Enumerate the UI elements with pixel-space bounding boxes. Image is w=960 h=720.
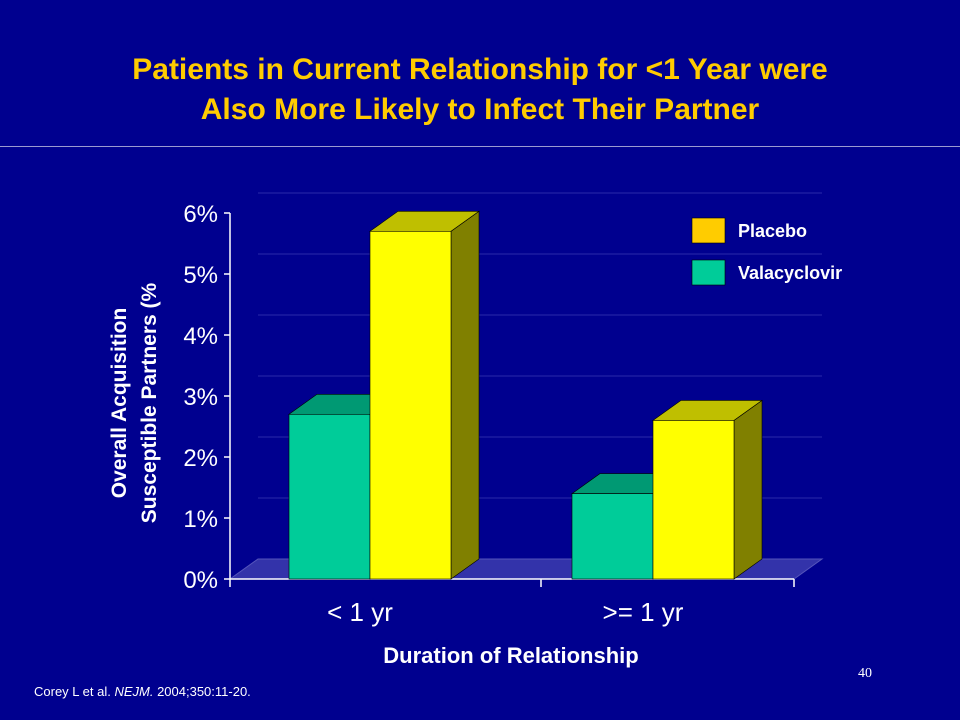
bar-valacyclovir-2 (571, 493, 654, 580)
y-tick-label: 0% (183, 567, 218, 594)
bar-side (450, 210, 480, 580)
title-line-1: Patients in Current Relationship for <1 … (132, 53, 828, 86)
citation-details: 2004;350:11-20. (153, 684, 251, 699)
bar-placebo-2 (652, 420, 735, 580)
legend-label-placebo: Placebo (738, 221, 807, 241)
title-divider (0, 146, 960, 147)
page-number: 40 (858, 666, 872, 681)
legend-swatch-valacyclovir (691, 259, 726, 286)
y-axis-title-line-1: Overall Acquisition (108, 308, 131, 499)
legend-swatch-placebo (691, 217, 726, 244)
y-tick-label: 2% (183, 445, 218, 472)
y-tick-label: 1% (183, 506, 218, 533)
citation: Corey L et al. NEJM. 2004;350:11-20. (34, 684, 251, 699)
bar-side (733, 399, 763, 580)
bar-placebo-1 (369, 231, 452, 580)
y-tick-label: 5% (183, 262, 218, 289)
legend-label-valacyclovir: Valacyclovir (738, 263, 842, 283)
citation-journal: NEJM. (114, 684, 154, 699)
y-tick-label: 6% (183, 201, 218, 228)
y-axis-title-line-2: Susceptible Partners (% (138, 282, 161, 523)
x-axis-title: Duration of Relationship (383, 643, 638, 668)
y-tick-label: 4% (183, 323, 218, 350)
slide-title: Patients in Current Relationship for <1 … (0, 50, 960, 130)
y-tick-label: 3% (183, 384, 218, 411)
x-tick-label: >= 1 yr (603, 597, 684, 627)
x-tick-label: < 1 yr (327, 597, 393, 627)
title-line-2: Also More Likely to Infect Their Partner (200, 93, 760, 126)
citation-authors: Corey L et al. (34, 684, 115, 699)
bar-valacyclovir-1 (288, 413, 371, 580)
